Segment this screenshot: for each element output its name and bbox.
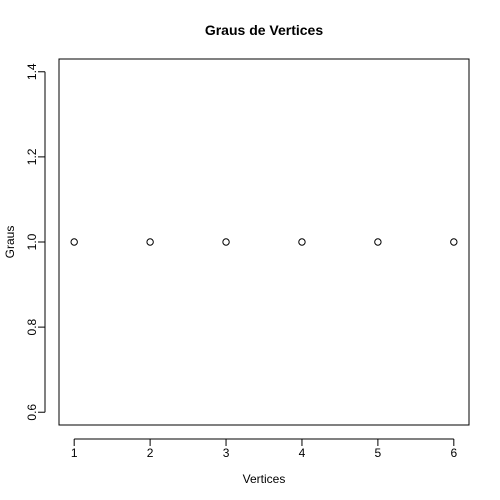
x-tick-label: 2 — [147, 446, 154, 460]
y-tick-label: 0.8 — [25, 318, 39, 335]
y-axis: 0.6 0.8 1.0 1.2 1.4 — [25, 63, 46, 421]
x-tick-label: 5 — [375, 446, 382, 460]
x-tick-label: 4 — [299, 446, 306, 460]
data-point — [450, 238, 458, 246]
x-tick-label: 3 — [223, 446, 230, 460]
x-tick-label: 1 — [71, 446, 78, 460]
y-tick-label: 1.4 — [25, 63, 39, 80]
y-tick-label: 0.6 — [25, 404, 39, 421]
data-point — [298, 238, 306, 246]
x-axis: 1 2 3 4 5 6 — [71, 438, 457, 460]
x-tick-label: 6 — [450, 446, 457, 460]
plot-frame — [58, 58, 470, 426]
x-axis-label: Vertices — [243, 472, 286, 486]
data-point — [222, 238, 230, 246]
y-tick-label: 1.0 — [25, 233, 39, 250]
y-axis-label: Graus — [3, 226, 17, 259]
y-tick-label: 1.2 — [25, 148, 39, 165]
data-point — [146, 238, 154, 246]
data-points — [70, 238, 458, 246]
data-point — [374, 238, 382, 246]
chart-title: Graus de Vertices — [205, 22, 324, 38]
data-point — [70, 238, 78, 246]
